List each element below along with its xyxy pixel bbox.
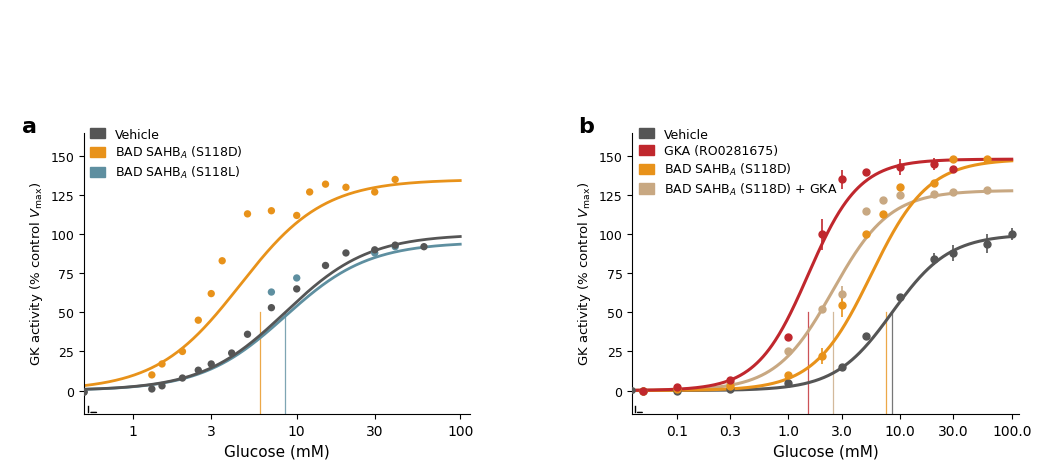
Point <box>366 247 383 254</box>
Point <box>262 208 279 215</box>
X-axis label: Glucose (mM): Glucose (mM) <box>773 443 878 458</box>
Point <box>289 286 306 293</box>
Point <box>76 388 92 396</box>
Point <box>153 360 170 368</box>
Point <box>337 184 354 192</box>
Point <box>153 382 170 390</box>
Point <box>317 262 334 270</box>
Point <box>317 181 334 188</box>
Point <box>624 387 640 395</box>
Point <box>262 304 279 312</box>
Point <box>416 243 433 251</box>
Point <box>386 176 403 184</box>
Point <box>203 360 219 368</box>
Legend: Vehicle, GKA (RO0281675), BAD SAHB$_A$ (S118D), BAD SAHB$_A$ (S118D) + GKA: Vehicle, GKA (RO0281675), BAD SAHB$_A$ (… <box>638 129 837 198</box>
Point <box>289 212 306 220</box>
Point <box>214 258 231 265</box>
Point <box>262 288 279 296</box>
Point <box>289 275 306 282</box>
Text: a: a <box>22 117 37 137</box>
Legend: Vehicle, BAD SAHB$_A$ (S118D), BAD SAHB$_A$ (S118L): Vehicle, BAD SAHB$_A$ (S118D), BAD SAHB$… <box>90 129 243 181</box>
Point <box>144 371 161 379</box>
Point <box>386 242 403 249</box>
Point <box>174 348 191 356</box>
Point <box>224 349 240 357</box>
Point <box>190 317 207 324</box>
Point <box>301 189 318 197</box>
Point <box>144 386 161 393</box>
Point <box>337 249 354 257</box>
Point <box>174 375 191 382</box>
Point <box>203 290 219 298</box>
Text: b: b <box>579 117 594 137</box>
Point <box>366 189 383 197</box>
X-axis label: Glucose (mM): Glucose (mM) <box>225 443 330 458</box>
Point <box>386 243 403 251</box>
Y-axis label: GK activity (% control $V_{\mathrm{max}}$): GK activity (% control $V_{\mathrm{max}}… <box>28 182 45 366</box>
Point <box>239 331 256 338</box>
Y-axis label: GK activity (% control $V_{\mathrm{max}}$): GK activity (% control $V_{\mathrm{max}}… <box>576 182 593 366</box>
Point <box>76 388 92 396</box>
Point <box>239 210 256 218</box>
Point <box>190 367 207 374</box>
Point <box>366 249 383 257</box>
